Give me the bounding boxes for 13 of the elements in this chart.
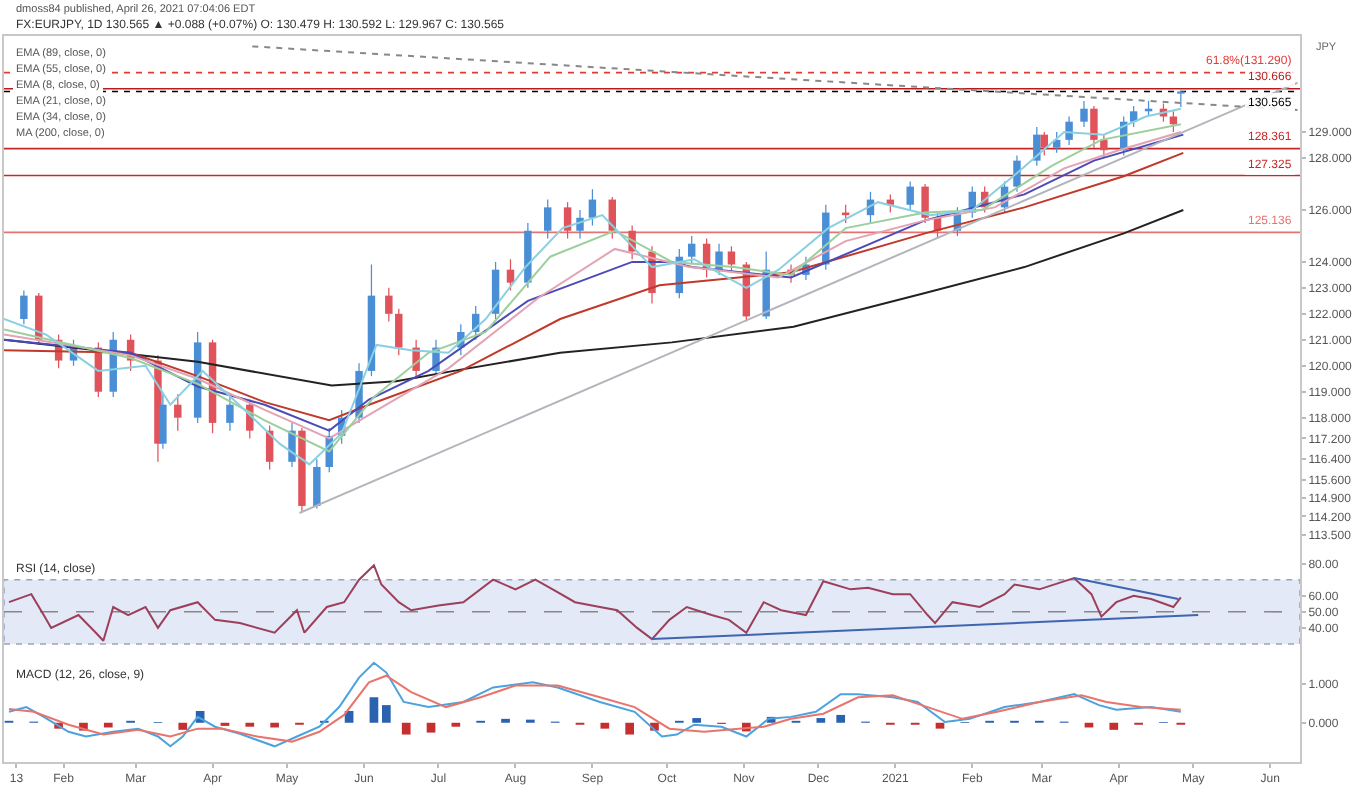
line-series bbox=[4, 208, 1185, 387]
bar bbox=[836, 714, 846, 723]
line-series bbox=[7, 661, 1182, 748]
bar bbox=[426, 722, 436, 733]
bar bbox=[935, 722, 945, 729]
bar bbox=[600, 722, 610, 729]
bar bbox=[369, 697, 379, 723]
bar bbox=[401, 722, 411, 735]
bar bbox=[1109, 722, 1119, 730]
bar bbox=[178, 722, 188, 730]
bar bbox=[382, 705, 391, 723]
bar bbox=[625, 722, 634, 735]
line-series bbox=[7, 564, 1182, 642]
